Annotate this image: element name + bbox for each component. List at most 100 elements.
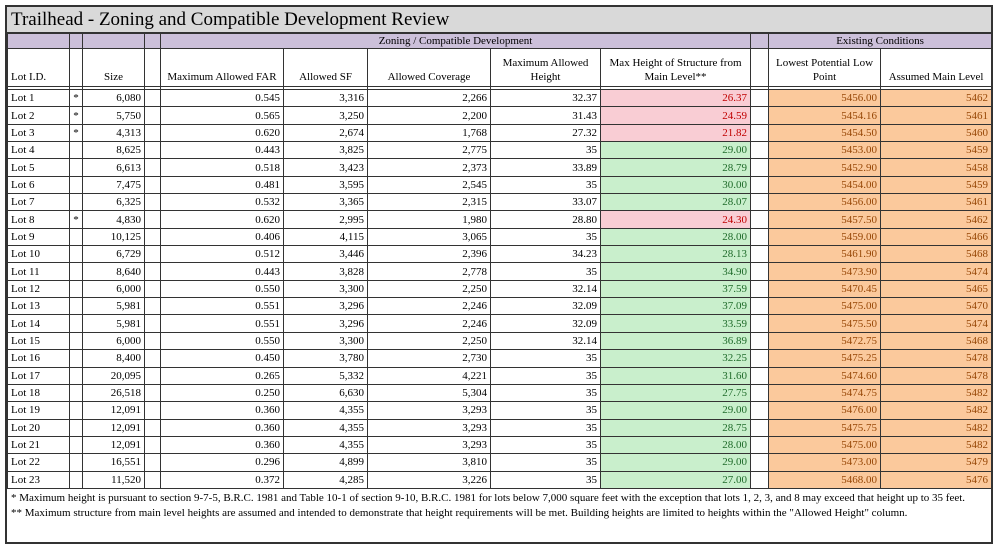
allowed-coverage-cell: 3,810 (367, 453, 491, 472)
main-level-cell: 5465 (880, 279, 993, 299)
far-cell: 0.551 (160, 297, 284, 316)
lot-id-cell: Lot 18 (7, 383, 70, 403)
size-cell: 8,640 (82, 262, 145, 281)
lot-id-cell: Lot 23 (7, 470, 70, 489)
blank-cell (144, 470, 161, 489)
main-level-cell: 5459 (880, 141, 993, 160)
max-structure-height-cell: 24.30 (599, 210, 752, 229)
allowed-sf-cell: 4,115 (283, 227, 368, 247)
table-row: Lot 7 6,325 0.532 3,365 2,315 33.07 28.07 5456.… (7, 193, 993, 212)
lowest-point-cell: 5459.00 (768, 227, 882, 247)
lowest-point-cell: 5475.00 (768, 297, 882, 316)
blank-cell (750, 123, 770, 143)
far-cell: 0.372 (160, 470, 284, 489)
allowed-coverage-cell: 2,730 (367, 349, 491, 368)
max-structure-height-cell: 30.00 (599, 175, 752, 195)
height-exception-marker (69, 383, 83, 403)
table-row: Lot 3 * 4,313 0.620 2,674 1,768 27.32 21.82 5454… (7, 123, 993, 143)
table-row: Lot 20 12,091 0.360 4,355 3,293 35 28.75 5475.7… (7, 418, 993, 437)
size-cell: 6,325 (82, 193, 145, 212)
far-cell: 0.296 (160, 453, 284, 472)
height-exception-marker (69, 331, 83, 351)
blank-cell (750, 262, 770, 281)
size-cell: 20,095 (82, 366, 145, 385)
far-cell: 0.551 (160, 314, 284, 333)
height-exception-marker (69, 314, 83, 333)
lowest-point-cell: 5468.00 (768, 470, 882, 489)
allowed-coverage-cell: 2,545 (367, 175, 491, 195)
max-height-cell: 35 (490, 418, 601, 437)
far-cell: 0.265 (160, 366, 284, 385)
far-cell: 0.512 (160, 245, 284, 264)
max-structure-height-cell: 29.00 (599, 453, 752, 472)
far-cell: 0.406 (160, 227, 284, 247)
lowest-point-cell: 5457.50 (768, 210, 882, 229)
height-exception-marker (69, 245, 83, 264)
allowed-sf-cell: 3,296 (283, 297, 368, 316)
lowest-point-cell: 5456.00 (768, 193, 882, 212)
max-structure-height-cell: 33.59 (599, 314, 752, 333)
max-height-cell: 35 (490, 262, 601, 281)
group-blank-cell (144, 33, 161, 49)
lot-id-cell: Lot 12 (7, 279, 70, 299)
table-row: Lot 2 * 5,750 0.565 3,250 2,200 31.43 24.59 5454… (7, 106, 993, 125)
blank-cell (750, 88, 770, 108)
height-exception-marker: * (69, 123, 83, 143)
col-header-blank (69, 48, 83, 87)
allowed-sf-cell: 3,446 (283, 245, 368, 264)
height-exception-marker (69, 175, 83, 195)
group-header-existing: Existing Conditions (768, 33, 993, 49)
main-level-cell: 5479 (880, 453, 993, 472)
footnote: * Maximum height is pursuant to section … (11, 491, 966, 504)
footnote: ** Maximum structure from main level hei… (11, 506, 908, 519)
allowed-coverage-cell: 4,221 (367, 366, 491, 385)
allowed-coverage-cell: 2,250 (367, 331, 491, 351)
allowed-sf-cell: 3,300 (283, 279, 368, 299)
blank-cell (750, 435, 770, 455)
size-cell: 5,981 (82, 314, 145, 333)
far-cell: 0.360 (160, 418, 284, 437)
lot-id-cell: Lot 11 (7, 262, 70, 281)
allowed-sf-cell: 3,828 (283, 262, 368, 281)
blank-cell (750, 279, 770, 299)
footnotes: * Maximum height is pursuant to section … (7, 489, 991, 523)
allowed-coverage-cell: 3,065 (367, 227, 491, 247)
blank-cell (144, 383, 161, 403)
page-title: Trailhead - Zoning and Compatible Develo… (7, 7, 991, 33)
max-height-cell: 33.07 (490, 193, 601, 212)
max-height-cell: 32.37 (490, 88, 601, 108)
size-cell: 12,091 (82, 435, 145, 455)
allowed-coverage-cell: 2,315 (367, 193, 491, 212)
far-cell: 0.450 (160, 349, 284, 368)
lot-id-cell: Lot 21 (7, 435, 70, 455)
lot-id-cell: Lot 2 (7, 106, 70, 125)
lowest-point-cell: 5453.00 (768, 141, 882, 160)
size-cell: 6,080 (82, 88, 145, 108)
blank-cell (144, 193, 161, 212)
main-level-cell: 5482 (880, 435, 993, 455)
table-row: Lot 19 12,091 0.360 4,355 3,293 35 29.00 5476.0… (7, 401, 993, 420)
max-height-cell: 35 (490, 470, 601, 489)
col-header-blank (144, 48, 161, 87)
blank-cell (750, 141, 770, 160)
main-level-cell: 5470 (880, 297, 993, 316)
allowed-sf-cell: 3,365 (283, 193, 368, 212)
size-cell: 10,125 (82, 227, 145, 247)
col-header-max-height: Maximum Allowed Height (490, 48, 601, 87)
allowed-sf-cell: 3,296 (283, 314, 368, 333)
blank-cell (750, 331, 770, 351)
main-level-cell: 5466 (880, 227, 993, 247)
allowed-coverage-cell: 2,200 (367, 106, 491, 125)
size-cell: 6,000 (82, 331, 145, 351)
lowest-point-cell: 5474.75 (768, 383, 882, 403)
far-cell: 0.443 (160, 262, 284, 281)
max-height-cell: 35 (490, 141, 601, 160)
blank-cell (750, 210, 770, 229)
allowed-sf-cell: 4,355 (283, 418, 368, 437)
size-cell: 26,518 (82, 383, 145, 403)
col-header-allowed-coverage: Allowed Coverage (367, 48, 491, 87)
blank-cell (144, 175, 161, 195)
blank-cell (750, 297, 770, 316)
main-level-cell: 5482 (880, 401, 993, 420)
blank-cell (750, 106, 770, 125)
